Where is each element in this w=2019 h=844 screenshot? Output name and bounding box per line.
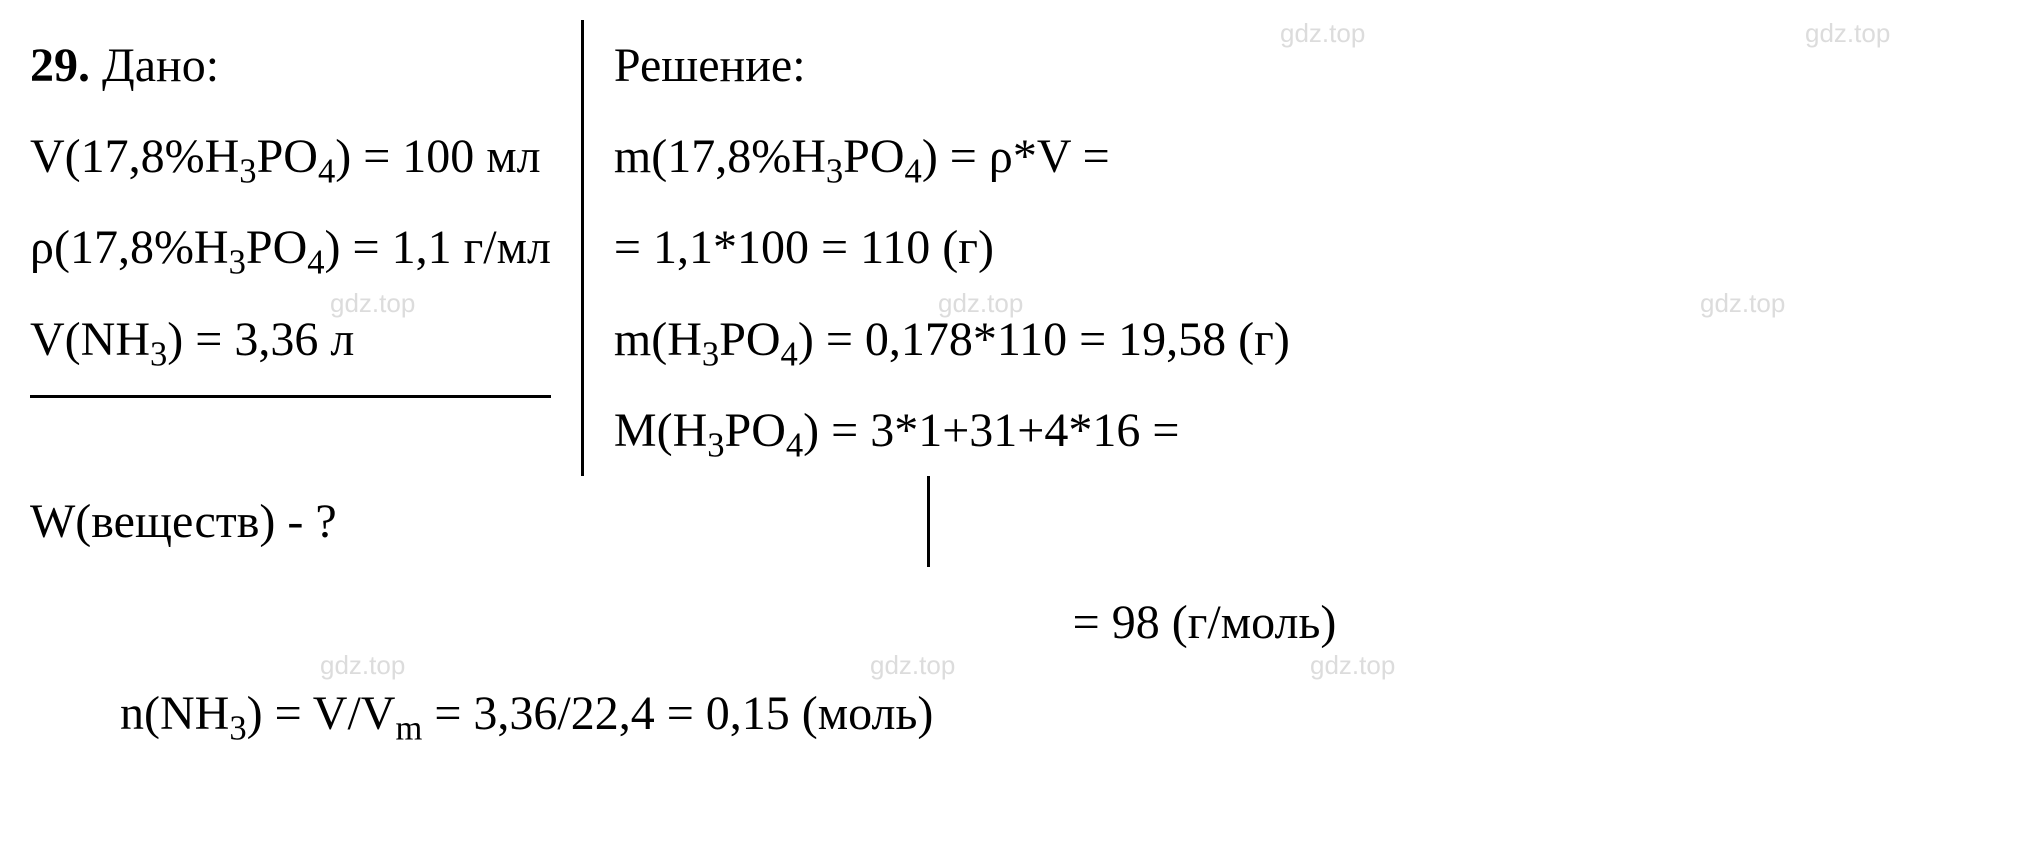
subscript: 4	[781, 335, 798, 373]
text: ρ(17,8%H	[30, 221, 229, 274]
solution-line-2: = 1,1*100 = 110 (г)	[614, 202, 1979, 293]
text: PO	[725, 404, 786, 457]
subscript: 3	[702, 335, 719, 373]
text: ) = 0,178*110 = 19,58 (г)	[798, 313, 1290, 366]
subscript: 4	[905, 153, 922, 191]
text: ) = ρ*V =	[922, 130, 1110, 183]
solution-column: Решение: m(17,8%H3PO4) = ρ*V = = 1,1*100…	[584, 20, 1979, 476]
question-line: W(веществ) - ?	[30, 476, 897, 567]
text: ) = V/V	[247, 687, 396, 740]
solution-line-4: M(H3PO4) = 3*1+31+4*16 =	[614, 385, 1979, 476]
subscript: 4	[786, 426, 803, 464]
subscript: 4	[307, 244, 324, 282]
text: PO	[257, 130, 318, 183]
text: n(NH	[120, 687, 229, 740]
problem-container: 29. Дано: V(17,8%H3PO4) = 100 мл ρ(17,8%…	[30, 20, 1979, 760]
subscript: 3	[229, 244, 246, 282]
subscript: 3	[707, 426, 724, 464]
solution-label: Решение:	[614, 20, 1979, 111]
text: ) = 3,36 л	[167, 313, 354, 366]
text: M(H	[614, 404, 707, 457]
text: m(H	[614, 313, 702, 366]
solution-line-5: = 98 (г/моль)	[30, 577, 1979, 668]
text: ) = 1,1 г/мл	[325, 221, 551, 274]
question-row: W(веществ) - ?	[30, 476, 1979, 567]
given-label: Дано:	[102, 39, 219, 92]
text: V(NH	[30, 313, 150, 366]
solution-line-3: m(H3PO4) = 0,178*110 = 19,58 (г)	[614, 294, 1979, 385]
text: PO	[719, 313, 780, 366]
given-header: 29. Дано:	[30, 20, 551, 111]
solution-line-1: m(17,8%H3PO4) = ρ*V =	[614, 111, 1979, 202]
subscript: 4	[318, 153, 335, 191]
given-line-3: V(NH3) = 3,36 л	[30, 294, 551, 385]
text: ) = 100 мл	[335, 130, 540, 183]
below-section: = 98 (г/моль) n(NH3) = V/Vm = 3,36/22,4 …	[30, 567, 1979, 759]
problem-number: 29.	[30, 39, 90, 92]
text: m(17,8%H	[614, 130, 826, 183]
subscript: 3	[826, 153, 843, 191]
subscript: m	[395, 710, 422, 748]
subscript: 3	[239, 153, 256, 191]
text: PO	[246, 221, 307, 274]
given-line-2: ρ(17,8%H3PO4) = 1,1 г/мл	[30, 202, 551, 293]
text: = 3,36/22,4 = 0,15 (моль)	[422, 687, 933, 740]
solution-line-6: n(NH3) = V/Vm = 3,36/22,4 = 0,15 (моль)	[30, 668, 1979, 759]
top-section: 29. Дано: V(17,8%H3PO4) = 100 мл ρ(17,8%…	[30, 20, 1979, 476]
text: ) = 3*1+31+4*16 =	[803, 404, 1179, 457]
horizontal-divider	[30, 395, 551, 398]
subscript: 3	[150, 335, 167, 373]
subscript: 3	[229, 710, 246, 748]
given-line-1: V(17,8%H3PO4) = 100 мл	[30, 111, 551, 202]
text: PO	[843, 130, 904, 183]
given-column: 29. Дано: V(17,8%H3PO4) = 100 мл ρ(17,8%…	[30, 20, 581, 476]
text: V(17,8%H	[30, 130, 239, 183]
